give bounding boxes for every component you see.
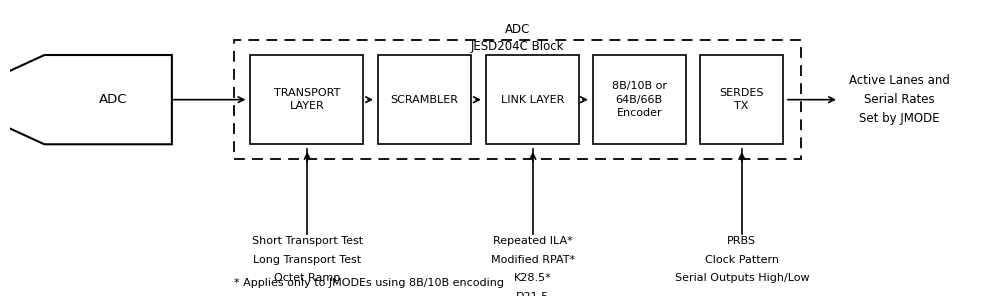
Bar (485, 55, 579, 144)
Text: SERDES
TX: SERDES TX (719, 88, 764, 111)
Text: JESD204C Block: JESD204C Block (470, 40, 564, 53)
Polygon shape (0, 55, 172, 144)
Text: Modified RPAT*: Modified RPAT* (490, 255, 575, 265)
Text: Clock Pattern: Clock Pattern (705, 255, 779, 265)
Bar (233, 40, 801, 159)
Text: Active Lanes and
Serial Rates
Set by JMODE: Active Lanes and Serial Rates Set by JMO… (849, 74, 950, 125)
Text: TRANSPORT
LAYER: TRANSPORT LAYER (273, 88, 340, 111)
Text: ADC: ADC (505, 23, 530, 36)
Text: ADC: ADC (99, 93, 127, 106)
Text: * Applies only to JMODEs using 8B/10B encoding: * Applies only to JMODEs using 8B/10B en… (233, 278, 504, 288)
Bar (378, 55, 471, 144)
Text: PRBS: PRBS (728, 236, 757, 246)
Bar (593, 55, 686, 144)
Text: 8B/10B or
64B/66B
Encoder: 8B/10B or 64B/66B Encoder (612, 81, 667, 118)
Text: Octet Ramp: Octet Ramp (274, 273, 340, 283)
Text: K28.5*: K28.5* (514, 273, 552, 283)
Bar (250, 55, 363, 144)
Text: D21.5: D21.5 (517, 292, 550, 296)
Text: LINK LAYER: LINK LAYER (500, 95, 565, 105)
Text: Serial Outputs High/Low: Serial Outputs High/Low (675, 273, 809, 283)
Text: SCRAMBLER: SCRAMBLER (390, 95, 458, 105)
Text: Repeated ILA*: Repeated ILA* (493, 236, 573, 246)
Text: Long Transport Test: Long Transport Test (253, 255, 361, 265)
Bar (700, 55, 783, 144)
Text: Short Transport Test: Short Transport Test (251, 236, 362, 246)
